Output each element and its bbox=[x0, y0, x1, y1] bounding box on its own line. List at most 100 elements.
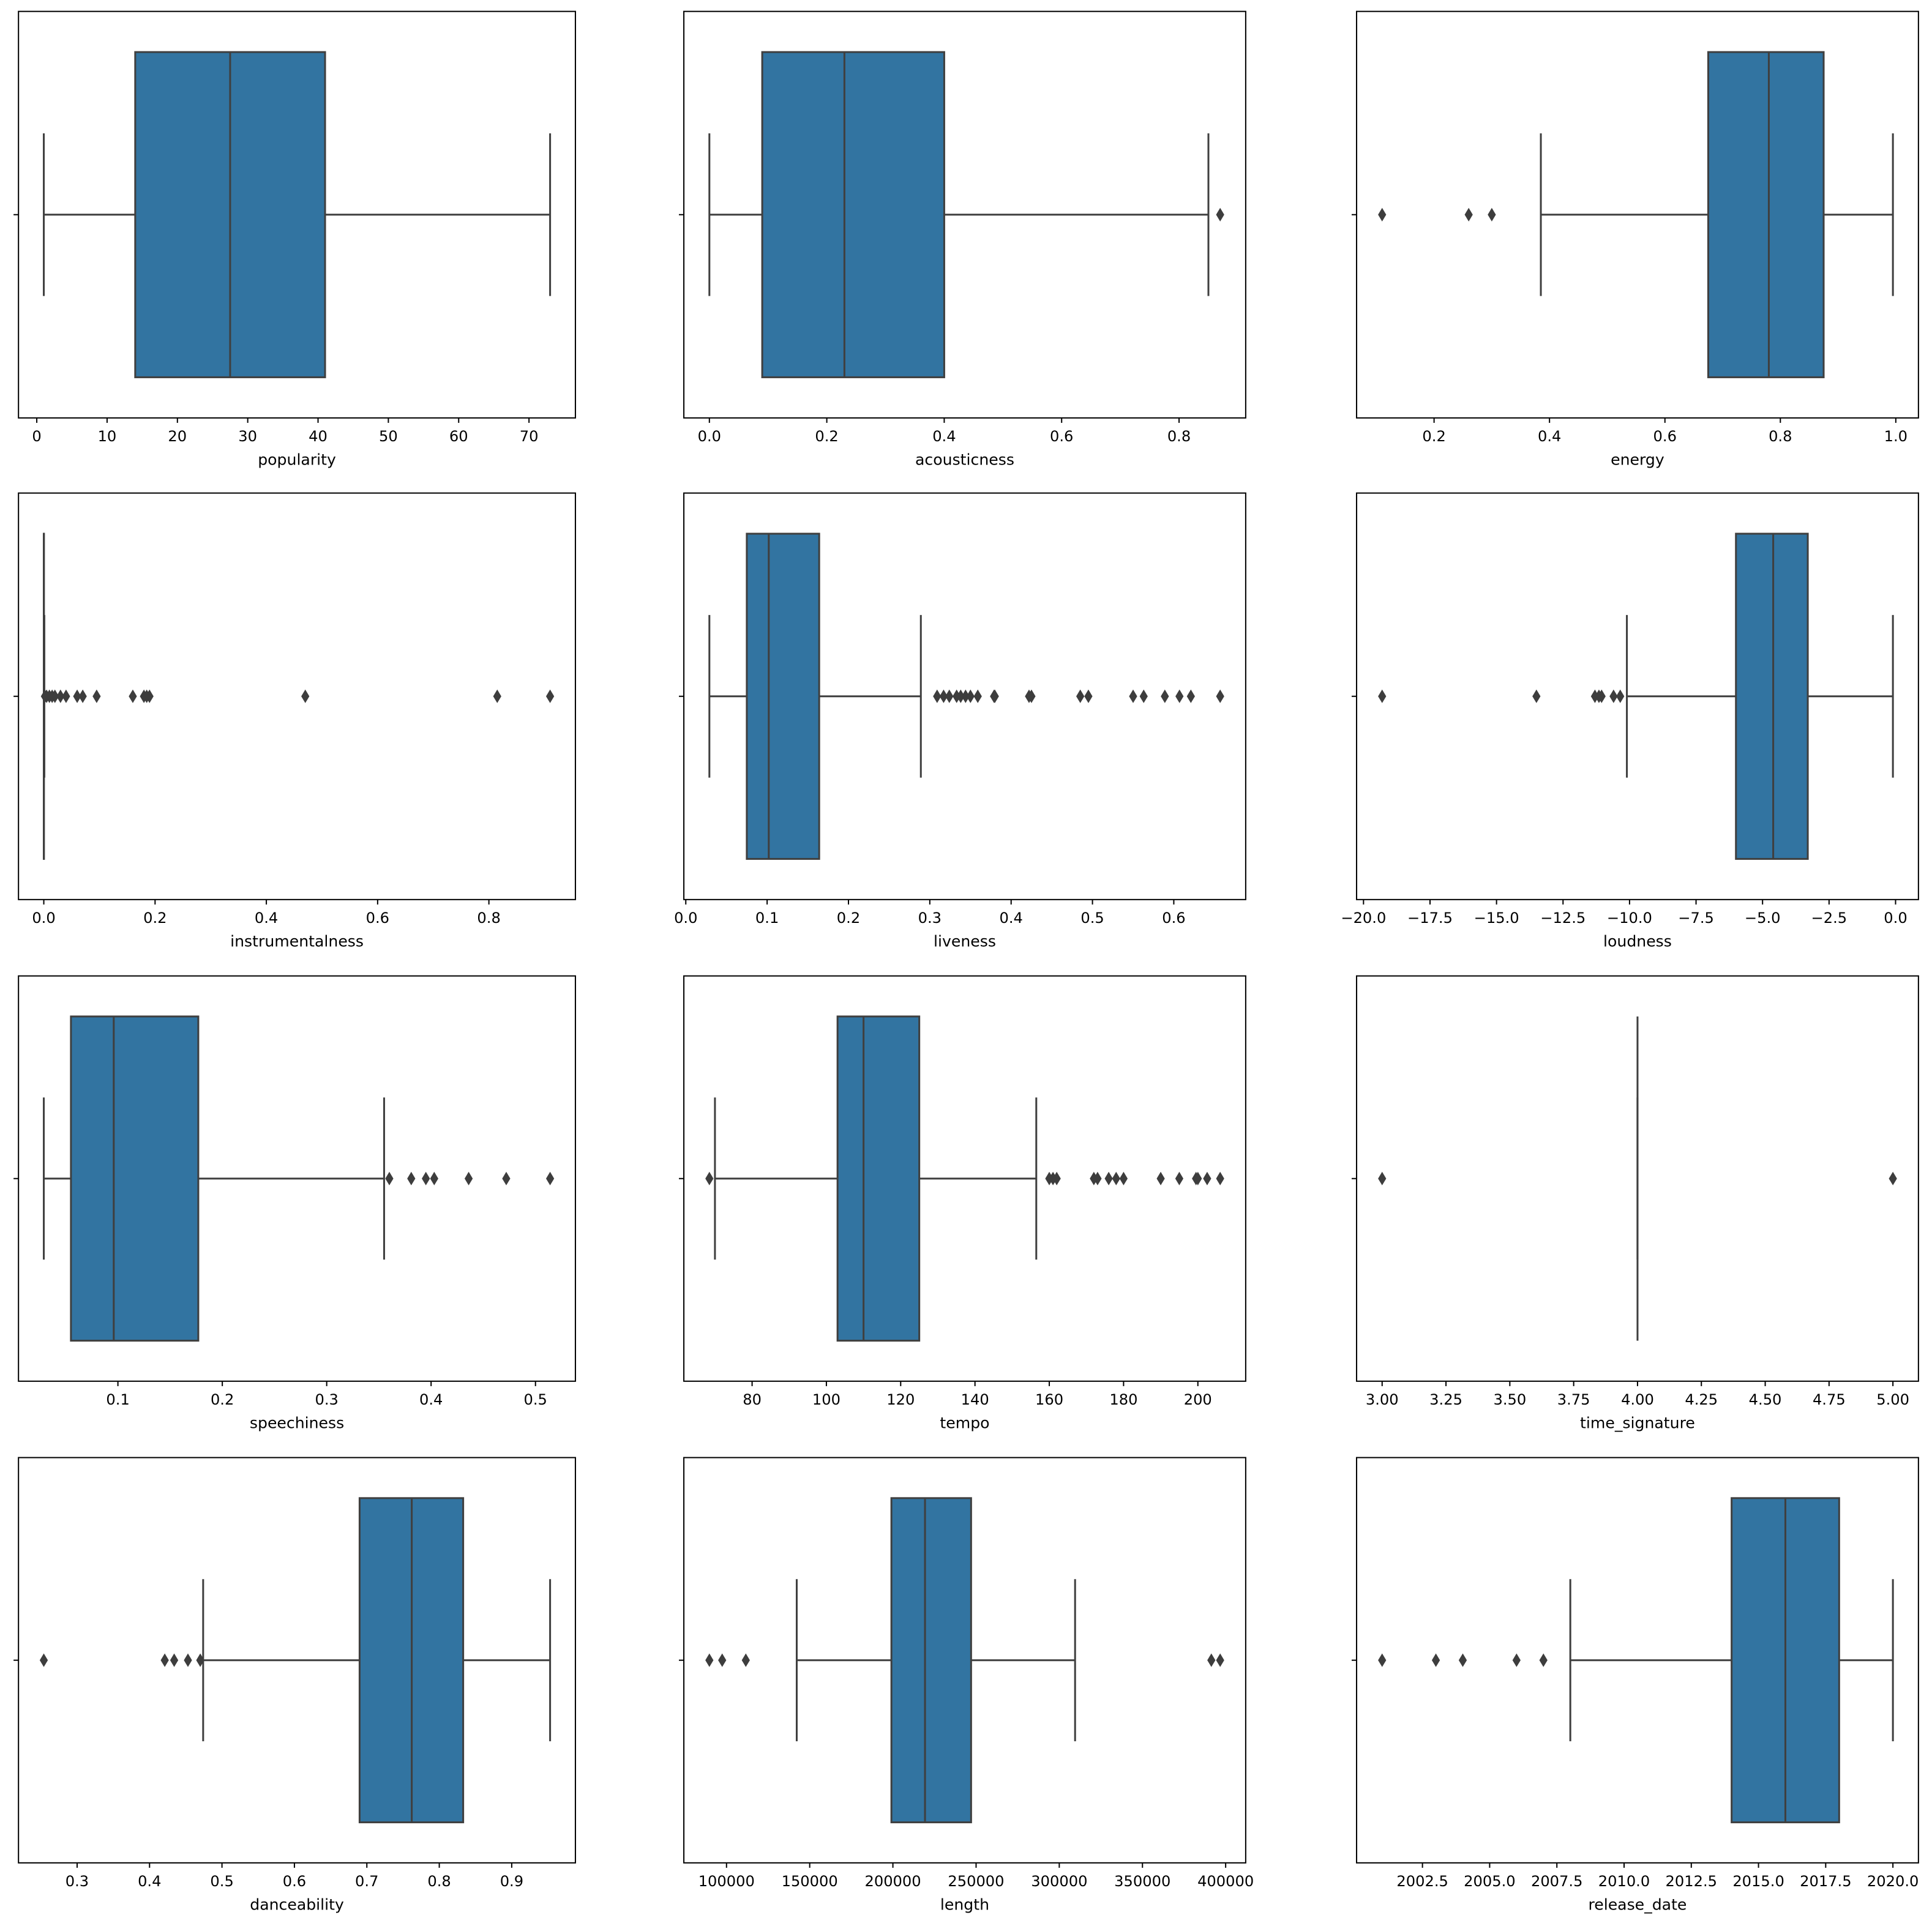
outlier-point bbox=[1431, 1653, 1440, 1667]
outlier-point bbox=[966, 689, 975, 703]
outlier-point bbox=[129, 689, 137, 703]
outlier-point bbox=[1216, 207, 1224, 222]
outlier-point bbox=[422, 1171, 430, 1185]
subplot-instrumentalness: 0.0 0.2 0.4 0.6 0.8 instrumentalness bbox=[13, 492, 576, 950]
x-axis-label: danceability bbox=[250, 1895, 344, 1913]
outlier-point bbox=[973, 689, 982, 703]
outlier-point bbox=[51, 689, 59, 703]
outlier-point bbox=[1207, 1653, 1216, 1667]
iqr-box bbox=[761, 51, 945, 378]
x-tick-label: 20 bbox=[168, 428, 187, 445]
outlier-point bbox=[1203, 1171, 1211, 1185]
subplot-tempo: 80 100 120 140 160 180 200 tempo bbox=[679, 975, 1246, 1431]
outlier-point bbox=[502, 1171, 511, 1185]
outlier-point bbox=[1076, 689, 1085, 703]
x-tick-label: −5.0 bbox=[1745, 909, 1781, 927]
x-tick-label: −17.5 bbox=[1407, 909, 1453, 927]
outlier-point bbox=[39, 1653, 48, 1667]
x-tick-label: 0.2 bbox=[211, 1391, 234, 1408]
x-tick-label: 200000 bbox=[864, 1873, 921, 1890]
outlier-point bbox=[741, 1653, 750, 1667]
x-tick-label: 0.8 bbox=[427, 1873, 451, 1890]
x-tick-label: 0.5 bbox=[1080, 909, 1104, 927]
outlier-point bbox=[1139, 689, 1148, 703]
x-tick-label: −12.5 bbox=[1540, 909, 1586, 927]
iqr-box bbox=[1735, 532, 1809, 860]
subplot-length: 100000 150000 200000 250000 300000 350000 4000… bbox=[679, 1457, 1254, 1913]
x-tick-label: 350000 bbox=[1114, 1873, 1170, 1890]
outlier-point bbox=[78, 689, 87, 703]
x-tick-label: 0.2 bbox=[815, 428, 838, 445]
x-tick-label: −7.5 bbox=[1678, 909, 1714, 927]
x-tick-label: 0.1 bbox=[755, 909, 779, 927]
outlier-point bbox=[1084, 689, 1093, 703]
x-tick-label: 4.25 bbox=[1685, 1391, 1718, 1408]
x-tick-label: 0.2 bbox=[837, 909, 860, 927]
x-tick-label: 0.4 bbox=[932, 428, 956, 445]
x-tick-label: 80 bbox=[743, 1391, 762, 1408]
x-tick-label: 300000 bbox=[1031, 1873, 1087, 1890]
subplot-energy: 0.2 0.4 0.6 0.8 1.0 energy bbox=[1351, 10, 1919, 468]
iqr-box bbox=[1707, 51, 1825, 378]
x-tick-label: 150000 bbox=[782, 1873, 838, 1890]
outlier-point bbox=[945, 689, 954, 703]
x-tick-label: 3.00 bbox=[1366, 1391, 1399, 1408]
x-tick-label: 2005.0 bbox=[1464, 1873, 1515, 1890]
x-tick-label: 2017.5 bbox=[1800, 1873, 1851, 1890]
x-tick-label: 0 bbox=[32, 428, 41, 445]
x-tick-label: 0.4 bbox=[255, 909, 278, 927]
outlier-point bbox=[493, 689, 501, 703]
outlier-point bbox=[430, 1171, 438, 1185]
outlier-point bbox=[1216, 1653, 1224, 1667]
x-tick-label: 50 bbox=[379, 428, 398, 445]
outlier-point bbox=[1161, 689, 1169, 703]
x-tick-label: 0.1 bbox=[106, 1391, 129, 1408]
x-tick-label: 4.75 bbox=[1813, 1391, 1846, 1408]
x-tick-label: 2012.5 bbox=[1666, 1873, 1717, 1890]
x-tick-label: 1.0 bbox=[1884, 428, 1908, 445]
x-tick-label: 0.5 bbox=[524, 1391, 547, 1408]
x-tick-label: 2020.0 bbox=[1867, 1873, 1919, 1890]
x-tick-label: 120 bbox=[886, 1391, 915, 1408]
outlier-point bbox=[1175, 689, 1184, 703]
x-tick-label: 10 bbox=[98, 428, 117, 445]
x-tick-label: 0.3 bbox=[315, 1391, 338, 1408]
x-axis-label: release_date bbox=[1588, 1895, 1687, 1913]
x-tick-label: −15.0 bbox=[1474, 909, 1519, 927]
outlier-point bbox=[1512, 1653, 1521, 1667]
outlier-point bbox=[705, 1171, 714, 1185]
x-tick-label: 0.6 bbox=[1653, 428, 1677, 445]
x-tick-label: 0.6 bbox=[1162, 909, 1185, 927]
outlier-point bbox=[184, 1653, 192, 1667]
x-tick-label: 0.6 bbox=[1050, 428, 1073, 445]
subplot-danceability: 0.3 0.4 0.5 0.6 0.7 0.8 0.9 danceability bbox=[13, 1457, 576, 1913]
x-tick-label: 2002.5 bbox=[1396, 1873, 1448, 1890]
subplot-popularity: 0 10 20 30 40 50 60 70 popularity bbox=[13, 10, 576, 468]
x-axis-label: popularity bbox=[258, 450, 336, 468]
outlier-point bbox=[1378, 207, 1387, 222]
outlier-point bbox=[1378, 1171, 1387, 1185]
x-tick-label: 0.4 bbox=[1000, 909, 1023, 927]
outlier-point bbox=[1216, 1171, 1224, 1185]
outlier-point bbox=[1129, 689, 1137, 703]
iqr-box bbox=[70, 1015, 200, 1342]
x-axis-label: time_signature bbox=[1580, 1414, 1695, 1431]
x-tick-label: 140 bbox=[961, 1391, 989, 1408]
x-tick-label: 0.4 bbox=[138, 1873, 161, 1890]
outlier-point bbox=[170, 1653, 179, 1667]
x-axis-label: tempo bbox=[940, 1414, 989, 1431]
outlier-point bbox=[1488, 207, 1496, 222]
outlier-point bbox=[1532, 689, 1541, 703]
x-tick-label: 200 bbox=[1184, 1391, 1212, 1408]
x-tick-label: 2010.0 bbox=[1598, 1873, 1650, 1890]
outlier-point bbox=[705, 1653, 714, 1667]
x-tick-label: 5.00 bbox=[1876, 1391, 1909, 1408]
outlier-point bbox=[1194, 1171, 1202, 1185]
outlier-point bbox=[62, 689, 70, 703]
outlier-point bbox=[1539, 1653, 1548, 1667]
x-tick-label: 0.3 bbox=[918, 909, 942, 927]
outlier-point bbox=[1052, 1171, 1061, 1185]
x-tick-label: 30 bbox=[238, 428, 257, 445]
outlier-point bbox=[1458, 1653, 1467, 1667]
